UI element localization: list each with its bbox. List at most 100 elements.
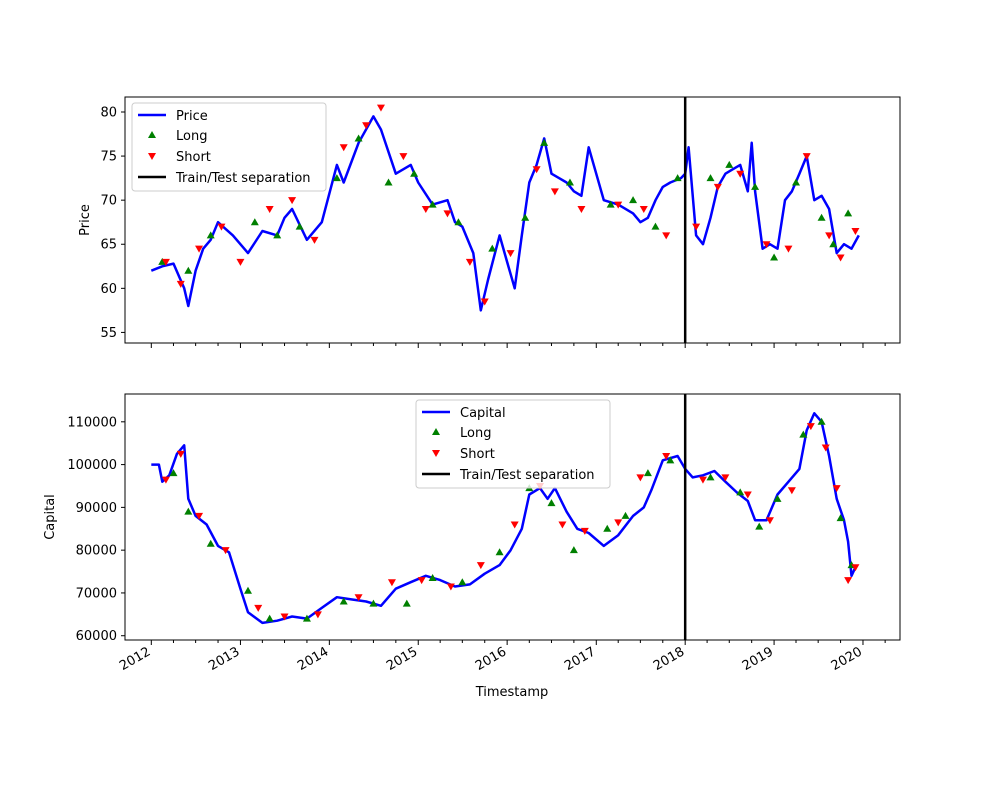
short-marker xyxy=(480,298,489,306)
long-marker xyxy=(651,222,660,230)
short-marker xyxy=(550,188,559,196)
long-marker xyxy=(243,586,252,594)
short-marker xyxy=(510,521,519,529)
capital-legend: Capital Long Short Train/Test separation xyxy=(415,399,611,489)
y-tick-label: 55 xyxy=(100,326,117,341)
short-marker xyxy=(832,485,841,493)
short-marker xyxy=(221,547,230,555)
short-marker xyxy=(265,205,274,213)
legend-separation-label: Train/Test separation xyxy=(459,468,595,483)
long-marker xyxy=(736,488,745,496)
long-marker xyxy=(488,244,497,252)
short-marker xyxy=(506,250,515,258)
short-marker xyxy=(580,527,589,535)
short-marker xyxy=(736,170,745,178)
long-marker xyxy=(495,548,504,556)
long-marker xyxy=(206,539,215,547)
long-marker xyxy=(369,599,378,607)
short-marker xyxy=(339,144,348,152)
short-marker xyxy=(362,122,371,130)
short-marker xyxy=(639,205,648,213)
long-marker xyxy=(428,200,437,208)
short-marker xyxy=(236,258,245,266)
long-marker xyxy=(643,469,652,477)
long-marker xyxy=(799,430,808,438)
short-marker xyxy=(465,258,474,266)
long-marker xyxy=(844,209,853,217)
y-tick-label: 80 xyxy=(100,105,117,120)
long-marker xyxy=(751,182,760,190)
long-marker xyxy=(569,546,578,554)
long-marker xyxy=(755,522,764,530)
long-marker xyxy=(792,178,801,186)
long-marker xyxy=(725,160,734,168)
short-marker xyxy=(844,577,853,585)
legend-long-label: Long xyxy=(176,129,207,144)
short-marker xyxy=(310,236,319,244)
y-tick-label: 80000 xyxy=(76,544,117,559)
short-marker xyxy=(254,604,263,612)
long-marker xyxy=(565,178,574,186)
y-tick-label: 70000 xyxy=(76,586,117,601)
short-marker xyxy=(577,205,586,213)
long-marker xyxy=(547,499,556,507)
y-tick-label: 110000 xyxy=(67,415,117,430)
long-marker xyxy=(540,138,549,146)
long-marker xyxy=(332,174,341,182)
legend-long-label: Long xyxy=(460,426,491,441)
short-marker xyxy=(614,519,623,527)
long-marker xyxy=(817,213,826,221)
legend-long-marker xyxy=(148,131,156,138)
short-marker xyxy=(443,210,452,218)
long-marker xyxy=(458,578,467,586)
long-marker xyxy=(817,417,826,425)
short-marker xyxy=(288,197,297,205)
long-marker xyxy=(706,174,715,182)
long-marker xyxy=(265,614,274,622)
long-marker xyxy=(384,178,393,186)
short-marker xyxy=(851,564,860,572)
short-marker xyxy=(558,521,567,529)
long-marker xyxy=(603,524,612,532)
short-marker xyxy=(802,153,811,161)
long-marker xyxy=(770,253,779,261)
long-marker xyxy=(673,174,682,182)
short-marker xyxy=(421,205,430,213)
price-x-ticks xyxy=(150,343,886,348)
long-marker xyxy=(773,494,782,502)
legend-capital-label: Capital xyxy=(460,406,506,421)
short-marker xyxy=(161,258,170,266)
long-marker xyxy=(206,231,215,239)
long-marker xyxy=(829,240,838,248)
price-y-axis-label: Price xyxy=(78,204,93,236)
legend-price-label: Price xyxy=(176,109,208,124)
legend-short-marker xyxy=(432,450,440,457)
capital-y-ticks: 60000 70000 80000 90000 100000 110000 xyxy=(67,415,125,644)
short-marker xyxy=(387,579,396,587)
short-marker xyxy=(280,613,289,621)
short-marker xyxy=(721,474,730,482)
short-marker xyxy=(161,476,170,484)
y-tick-label: 70 xyxy=(100,194,117,209)
short-marker xyxy=(662,232,671,240)
long-marker xyxy=(250,218,259,226)
long-marker xyxy=(629,196,638,204)
short-marker xyxy=(662,453,671,461)
legend-long-marker xyxy=(432,428,440,435)
long-marker xyxy=(339,597,348,605)
short-marker xyxy=(787,487,796,495)
long-marker xyxy=(666,456,675,464)
long-marker xyxy=(454,218,463,226)
short-marker xyxy=(614,201,623,209)
y-tick-label: 100000 xyxy=(67,458,117,473)
y-tick-label: 65 xyxy=(100,238,117,253)
short-marker xyxy=(176,450,185,458)
long-marker xyxy=(184,266,193,274)
short-marker xyxy=(176,280,185,288)
price-line xyxy=(150,115,860,312)
short-marker xyxy=(636,474,645,482)
y-tick-label: 60 xyxy=(100,282,117,297)
capital-x-axis-label: Timestamp xyxy=(475,685,549,700)
short-marker xyxy=(446,583,455,591)
